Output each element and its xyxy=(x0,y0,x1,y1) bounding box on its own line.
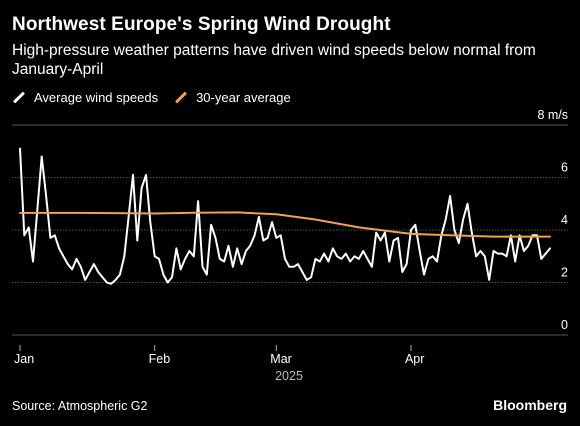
legend-label-average: 30-year average xyxy=(196,90,291,105)
chart-title: Northwest Europe's Spring Wind Drought xyxy=(12,14,391,35)
x-year-label: 2025 xyxy=(275,369,303,383)
chart-legend: Average wind speeds 30-year average xyxy=(12,90,307,105)
y-tick-label: 6 xyxy=(561,161,568,175)
series-line-actual xyxy=(19,147,551,285)
brand-logo: Bloomberg xyxy=(493,397,567,413)
x-tick-label: Mar xyxy=(270,352,292,366)
legend-item-actual: Average wind speeds xyxy=(12,90,158,105)
series-line-average xyxy=(19,211,551,238)
source-note: Source: Atmospheric G2 xyxy=(12,399,148,413)
y-tick-label: 0 xyxy=(561,318,568,332)
y-unit-label: 8 m/s xyxy=(537,108,568,122)
x-tick-label: Apr xyxy=(405,352,424,366)
y-tick-label: 2 xyxy=(561,266,568,280)
x-tick-label: Feb xyxy=(149,352,171,366)
x-tick-label: Jan xyxy=(14,352,34,366)
legend-item-average: 30-year average xyxy=(174,90,291,105)
legend-label-actual: Average wind speeds xyxy=(34,90,159,105)
chart-subtitle: High-pressure weather patterns have driv… xyxy=(12,42,536,78)
y-tick-label: 4 xyxy=(561,213,568,227)
